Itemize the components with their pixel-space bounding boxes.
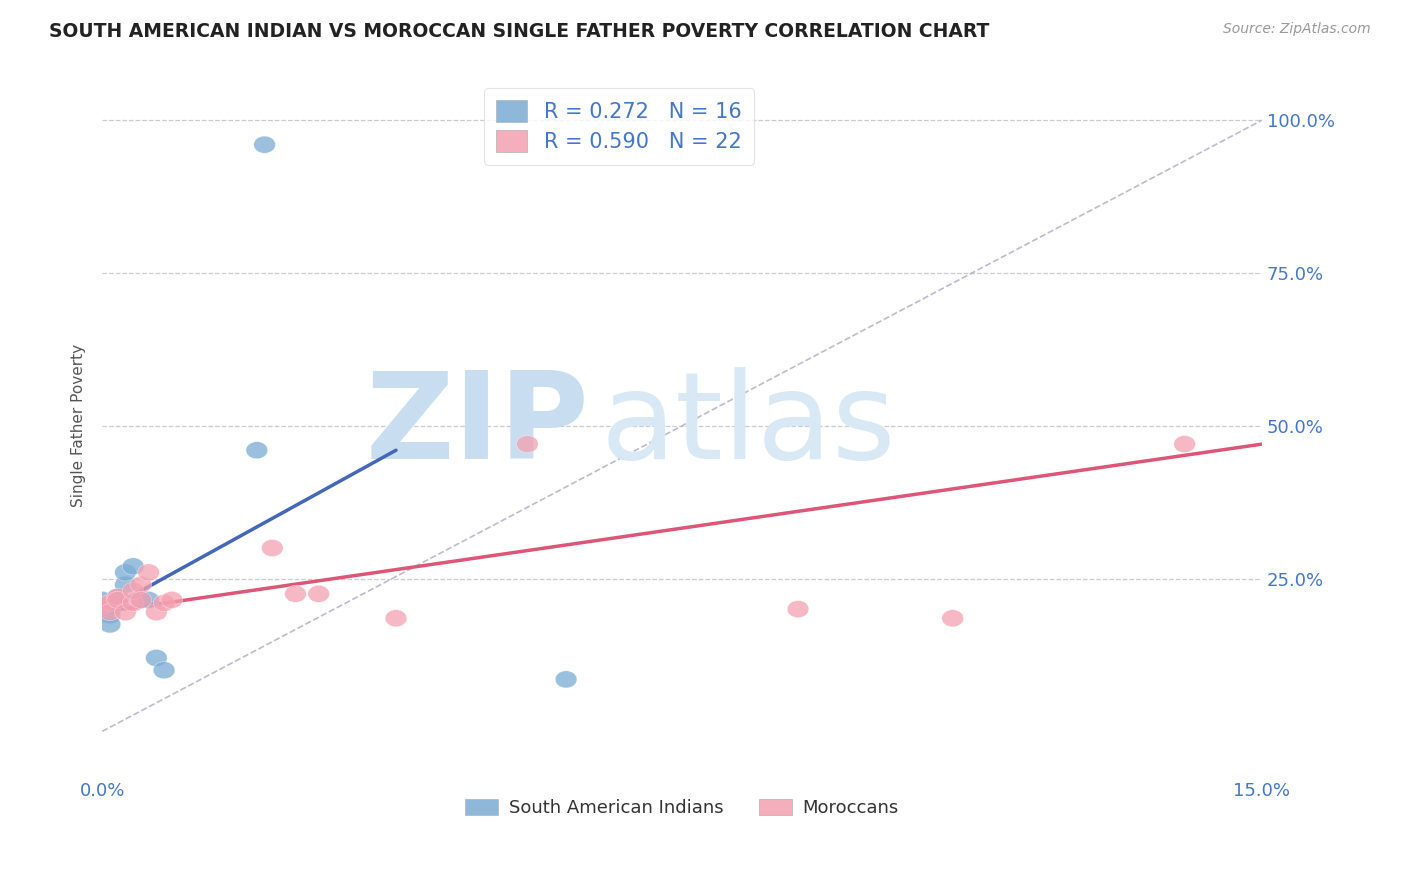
Ellipse shape bbox=[129, 591, 152, 608]
Ellipse shape bbox=[385, 610, 406, 627]
Text: Source: ZipAtlas.com: Source: ZipAtlas.com bbox=[1223, 22, 1371, 37]
Ellipse shape bbox=[98, 594, 121, 612]
Ellipse shape bbox=[129, 591, 152, 608]
Ellipse shape bbox=[555, 671, 576, 688]
Ellipse shape bbox=[145, 604, 167, 621]
Ellipse shape bbox=[308, 585, 329, 602]
Text: ZIP: ZIP bbox=[366, 368, 589, 484]
Ellipse shape bbox=[129, 576, 152, 593]
Ellipse shape bbox=[122, 594, 143, 612]
Ellipse shape bbox=[153, 662, 174, 679]
Ellipse shape bbox=[516, 435, 538, 452]
Text: atlas: atlas bbox=[600, 368, 897, 484]
Ellipse shape bbox=[284, 585, 307, 602]
Ellipse shape bbox=[160, 591, 183, 608]
Ellipse shape bbox=[107, 594, 128, 612]
Ellipse shape bbox=[114, 604, 136, 621]
Ellipse shape bbox=[262, 540, 283, 557]
Ellipse shape bbox=[114, 564, 136, 581]
Ellipse shape bbox=[91, 598, 112, 615]
Text: SOUTH AMERICAN INDIAN VS MOROCCAN SINGLE FATHER POVERTY CORRELATION CHART: SOUTH AMERICAN INDIAN VS MOROCCAN SINGLE… bbox=[49, 22, 990, 41]
Ellipse shape bbox=[98, 615, 121, 633]
Ellipse shape bbox=[253, 136, 276, 153]
Ellipse shape bbox=[246, 442, 267, 458]
Ellipse shape bbox=[942, 610, 963, 627]
Ellipse shape bbox=[107, 589, 128, 606]
Ellipse shape bbox=[145, 649, 167, 666]
Ellipse shape bbox=[107, 591, 128, 608]
Ellipse shape bbox=[91, 591, 112, 608]
Ellipse shape bbox=[107, 589, 128, 606]
Ellipse shape bbox=[122, 582, 143, 599]
Ellipse shape bbox=[98, 600, 121, 617]
Ellipse shape bbox=[138, 591, 159, 608]
Ellipse shape bbox=[787, 600, 808, 617]
Ellipse shape bbox=[98, 607, 121, 624]
Ellipse shape bbox=[138, 564, 159, 581]
Ellipse shape bbox=[114, 576, 136, 593]
Ellipse shape bbox=[1174, 435, 1195, 452]
Y-axis label: Single Father Poverty: Single Father Poverty bbox=[72, 344, 86, 508]
Ellipse shape bbox=[107, 591, 128, 608]
Ellipse shape bbox=[98, 604, 121, 621]
Ellipse shape bbox=[153, 594, 174, 612]
Ellipse shape bbox=[122, 558, 143, 575]
Legend: South American Indians, Moroccans: South American Indians, Moroccans bbox=[458, 791, 905, 824]
